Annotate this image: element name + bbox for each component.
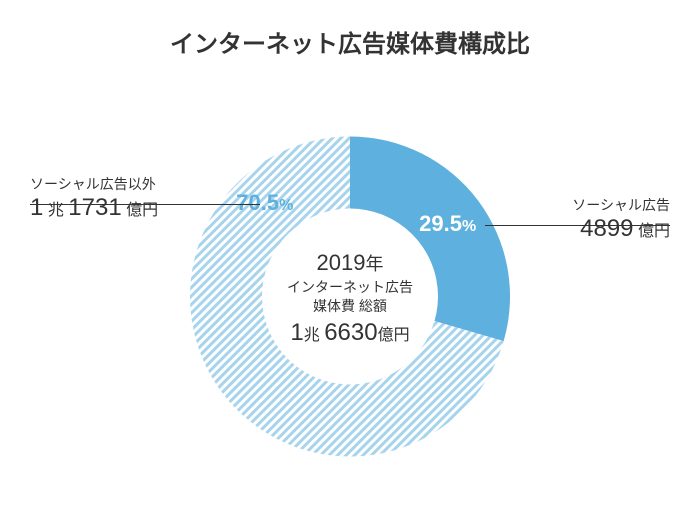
- callout-nonsocial-value: 1 兆 1731 億円: [30, 194, 158, 222]
- slice-percent-social: 29.5%: [419, 211, 476, 237]
- callout-nonsocial-label: ソーシャル広告以外: [30, 174, 158, 194]
- callout-social-label: ソーシャル広告: [572, 195, 670, 215]
- callout-social-value: 4899 億円: [572, 215, 670, 243]
- callout-nonsocial: ソーシャル広告以外 1 兆 1731 億円: [30, 174, 158, 222]
- donut-center-text: 2019年 インターネット広告 媒体費 総額 1兆 6630億円: [287, 248, 413, 350]
- slice-percent-nonsocial: 70.5%: [236, 190, 293, 216]
- callout-social: ソーシャル広告 4899 億円: [572, 195, 670, 243]
- chart-title: インターネット広告媒体費構成比: [0, 24, 700, 59]
